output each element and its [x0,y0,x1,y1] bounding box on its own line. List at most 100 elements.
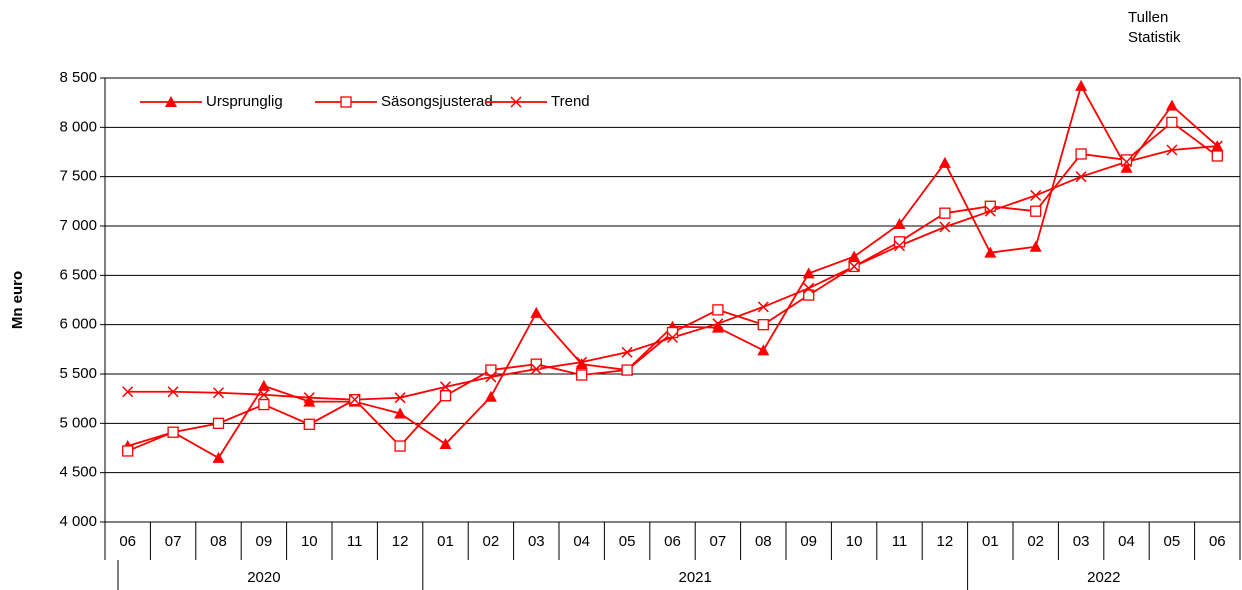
point [803,282,815,294]
point [530,358,542,370]
point [576,369,588,381]
point [340,96,352,108]
point [530,363,542,375]
point [1120,156,1133,168]
point [439,390,452,402]
point [530,306,543,318]
point [575,358,588,370]
x-tick-label: 09 [800,533,817,550]
legend-label: Säsongsjusterad [381,93,493,110]
point [257,379,270,391]
point [712,318,724,330]
x-group-label: 2020 [247,569,280,586]
point [485,364,497,376]
point [802,267,815,279]
x-tick-label: 05 [1164,533,1181,550]
x-tick-label: 11 [892,533,908,550]
point [167,426,179,438]
point [938,156,951,168]
x-tick-label: 10 [301,533,318,550]
point [212,451,225,463]
x-tick-label: 08 [210,533,227,550]
y-tick-label: 5 000 [59,414,97,431]
point [303,395,316,407]
point [1075,171,1087,183]
point [303,418,315,430]
point [1030,189,1042,201]
point [394,392,406,404]
x-tick-label: 04 [573,533,590,550]
point [439,438,452,450]
point [122,386,134,398]
point [712,304,724,316]
x-tick-label: 12 [937,533,954,550]
point [485,371,497,383]
x-tick-label: 01 [982,533,999,550]
point [848,260,860,272]
point [984,200,996,212]
point [757,344,770,356]
y-tick-label: 6 000 [59,316,97,333]
point [848,250,861,262]
x-tick-label: 02 [1027,533,1044,550]
point [1030,205,1042,217]
source-line: Statistik [1128,29,1181,46]
legend-label: Ursprunglig [206,93,283,110]
x-group-label: 2021 [679,569,712,586]
point [1211,140,1223,152]
point [757,301,769,313]
x-tick-label: 10 [846,533,863,550]
x-tick-label: 01 [437,533,454,550]
x-tick-label: 03 [528,533,545,550]
x-group-label: 2022 [1087,569,1120,586]
point [711,321,724,333]
point [1075,148,1087,160]
y-tick-label: 5 500 [59,365,97,382]
y-tick-label: 4 000 [59,513,97,530]
point [349,394,361,406]
x-tick-label: 06 [1209,533,1226,550]
x-tick-label: 06 [119,533,136,550]
x-tick-label: 04 [1118,533,1135,550]
x-tick-label: 12 [392,533,409,550]
point [666,331,679,344]
point [893,240,906,252]
point [757,319,769,331]
x-tick-label: 11 [347,533,363,550]
y-tick-label: 4 500 [59,464,97,481]
y-tick-label: 7 000 [59,217,97,234]
point [258,398,270,411]
y-axis-label: Mn euro [9,271,26,329]
point [1120,154,1133,166]
point [576,356,588,368]
x-tick-label: 07 [165,533,182,550]
point [165,96,177,107]
x-tick-label: 05 [619,533,636,550]
y-tick-label: 6 500 [59,266,97,283]
y-tick-label: 8 000 [59,118,97,135]
point [510,96,522,108]
y-tick-label: 7 500 [59,168,97,185]
point [1165,99,1178,111]
point [1166,116,1178,129]
point [394,407,407,419]
x-tick-label: 09 [256,533,273,550]
x-tick-label: 07 [710,533,727,550]
point [1120,161,1133,173]
point [303,392,315,404]
series-line [127,83,1218,460]
point [621,364,633,376]
point [212,417,225,429]
point [939,207,951,219]
point [1075,79,1088,91]
point [803,289,815,301]
point [666,326,679,339]
x-tick-label: 02 [483,533,500,550]
point [939,221,951,233]
point [258,389,270,401]
y-tick-label: 8 500 [59,69,97,86]
point [1029,240,1042,252]
point [212,387,225,399]
x-tick-label: 03 [1073,533,1090,550]
